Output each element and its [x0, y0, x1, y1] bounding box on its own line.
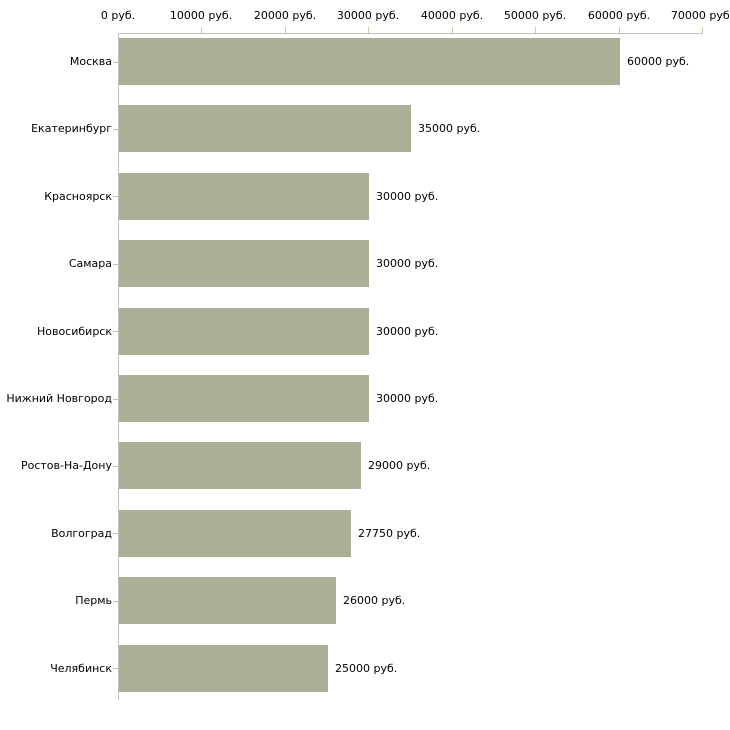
y-tick-mark — [113, 129, 119, 130]
bar — [119, 577, 336, 625]
bar-value-label: 29000 руб. — [368, 459, 431, 473]
y-tick-mark — [113, 62, 119, 63]
x-tick-mark — [535, 27, 536, 34]
bar — [119, 105, 411, 153]
x-tick-label: 40000 руб. — [420, 9, 484, 22]
category-label: Новосибирск — [36, 324, 112, 338]
bar-value-label: 27750 руб. — [358, 526, 421, 540]
category-label: Екатеринбург — [31, 122, 112, 136]
bar-value-label: 26000 руб. — [343, 594, 406, 608]
category-label: Пермь — [75, 594, 112, 608]
x-tick-mark — [452, 27, 453, 34]
x-tick-label: 0 руб. — [100, 9, 136, 22]
x-tick-mark — [368, 27, 369, 34]
x-axis-line — [118, 33, 703, 34]
x-tick-label: 70000 руб. — [670, 9, 730, 22]
category-label: Москва — [69, 55, 112, 68]
x-tick-label: 20000 руб. — [253, 9, 317, 22]
bar-value-label: 30000 руб. — [376, 189, 439, 203]
x-tick-mark — [619, 27, 620, 34]
bar — [119, 38, 620, 85]
y-tick-mark — [113, 264, 119, 265]
category-label: Самара — [68, 257, 112, 271]
bar-value-label: 30000 руб. — [376, 257, 439, 271]
x-tick-mark — [702, 27, 703, 34]
bar-value-label: 60000 руб. — [627, 55, 690, 68]
x-tick-label: 30000 руб. — [336, 9, 400, 22]
x-tick-mark — [201, 27, 202, 34]
category-label: Челябинск — [50, 661, 112, 675]
x-tick-label: 10000 руб. — [169, 9, 233, 22]
y-tick-mark — [113, 196, 119, 197]
y-tick-mark — [113, 668, 119, 669]
bar-value-label: 30000 руб. — [376, 324, 439, 338]
y-tick-mark — [113, 601, 119, 602]
bar — [119, 240, 369, 288]
y-tick-mark — [113, 533, 119, 534]
bar — [119, 442, 361, 490]
x-tick-label: 50000 руб. — [503, 9, 567, 22]
y-tick-mark — [113, 466, 119, 467]
bar — [119, 644, 328, 692]
y-tick-mark — [113, 399, 119, 400]
x-tick-mark — [285, 27, 286, 34]
bar — [119, 509, 351, 557]
category-label: Ростов-На-Дону — [20, 459, 112, 473]
y-tick-mark — [113, 331, 119, 332]
bar-value-label: 25000 руб. — [335, 661, 398, 675]
category-label: Нижний Новгород — [6, 392, 112, 405]
category-label: Красноярск — [44, 189, 112, 203]
category-label: Волгоград — [51, 526, 112, 540]
bar — [119, 172, 369, 220]
x-tick-label: 60000 руб. — [587, 9, 651, 22]
bar — [119, 307, 369, 355]
y-axis-line — [118, 33, 119, 700]
bar — [119, 375, 369, 422]
bar-value-label: 30000 руб. — [376, 392, 439, 405]
bar-value-label: 35000 руб. — [418, 122, 481, 136]
